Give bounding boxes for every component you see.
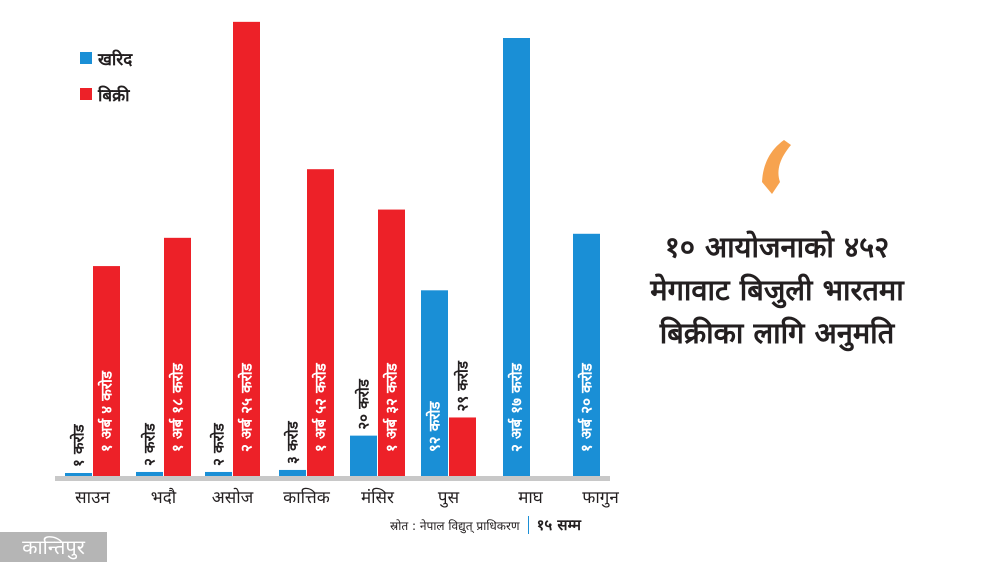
x-tick-label-4: मंसिर: [361, 487, 395, 508]
legend: खरिद बिक्री: [80, 45, 132, 117]
headline-line-1: १० आयोजनाको ४५२: [664, 230, 890, 264]
headline-line-3: बिक्रीका लागि अनुमति: [659, 316, 895, 350]
x-tick-label-0: साउन: [75, 488, 110, 508]
source-text: स्रोत : नेपाल विद्युत् प्राधिकरण: [390, 518, 520, 533]
bar-sale-3: [307, 169, 334, 476]
bar-sale-5: [449, 417, 476, 476]
bar-sale-4: [378, 209, 405, 476]
value-label-sale-0: १ अर्ब ४ करोड: [98, 370, 116, 452]
bar-sale-0: [93, 266, 120, 476]
value-label-purchase-2: २ करोड: [210, 422, 228, 466]
source-note: स्रोत : नेपाल विद्युत् प्राधिकरण १५ सम्म: [390, 515, 581, 535]
value-label-purchase-3: ३ करोड: [284, 420, 302, 464]
value-label-sale-2: २ अर्ब २५ करोड: [238, 362, 256, 452]
x-tick-label-3: कात्तिक: [283, 487, 331, 508]
value-label-purchase-0: १ करोड: [70, 423, 88, 467]
bar-purchase-0: [65, 473, 92, 476]
x-axis-line: [55, 476, 610, 481]
value-label-sale-3: १ अर्ब ५२ करोड: [312, 362, 330, 452]
legend-item-sale: बिक्री: [80, 81, 132, 107]
source-separator: [527, 516, 529, 534]
kantipur-logo: कान्तिपुर: [0, 532, 107, 562]
x-tick-label-1: भदौ: [151, 487, 177, 508]
x-tick-label-6: माघ: [518, 488, 544, 508]
headline: १० आयोजनाको ४५२ मेगावाट बिजुली भारतमा बि…: [612, 226, 942, 355]
x-tick-label-5: पुस: [438, 488, 460, 508]
bar-purchase-3: [279, 469, 306, 476]
value-label-sale-5: २९ करोड: [454, 360, 472, 411]
value-label-sale-4: १ अर्ब ३२ करोड: [383, 362, 401, 452]
value-label-sale-1: १ अर्ब १८ करोड: [169, 362, 187, 452]
legend-item-purchase: खरिद: [80, 45, 132, 71]
bar-sale-1: [164, 237, 191, 476]
value-label-purchase-1: २ करोड: [141, 422, 159, 466]
bar-purchase-4: [350, 435, 377, 476]
value-label-purchase-7: १ अर्ब २० करोड: [578, 362, 596, 452]
legend-label-sale: बिक्री: [98, 85, 130, 106]
legend-label-purchase: खरिद: [98, 49, 133, 70]
value-label-purchase-5: ९२ करोड: [426, 401, 444, 452]
bar-purchase-6: [503, 38, 530, 476]
legend-swatch-purchase: [80, 52, 92, 64]
bar-purchase-7: [573, 233, 600, 476]
bar-sale-2: [233, 21, 260, 476]
quote-mark-icon: [762, 140, 791, 194]
legend-swatch-sale: [80, 88, 92, 100]
source-as-of: १५ सम्म: [536, 516, 582, 534]
x-tick-label-2: असोज: [212, 487, 254, 508]
x-tick-label-7: फागुन: [582, 488, 619, 508]
headline-line-2: मेगावाट बिजुली भारतमा: [650, 273, 904, 307]
value-label-purchase-4: २० करोड: [355, 378, 373, 429]
bar-purchase-5: [421, 290, 448, 476]
bar-purchase-1: [136, 471, 163, 476]
value-label-purchase-6: २ अर्ब १७ करोड: [508, 362, 526, 452]
bar-purchase-2: [205, 471, 232, 476]
